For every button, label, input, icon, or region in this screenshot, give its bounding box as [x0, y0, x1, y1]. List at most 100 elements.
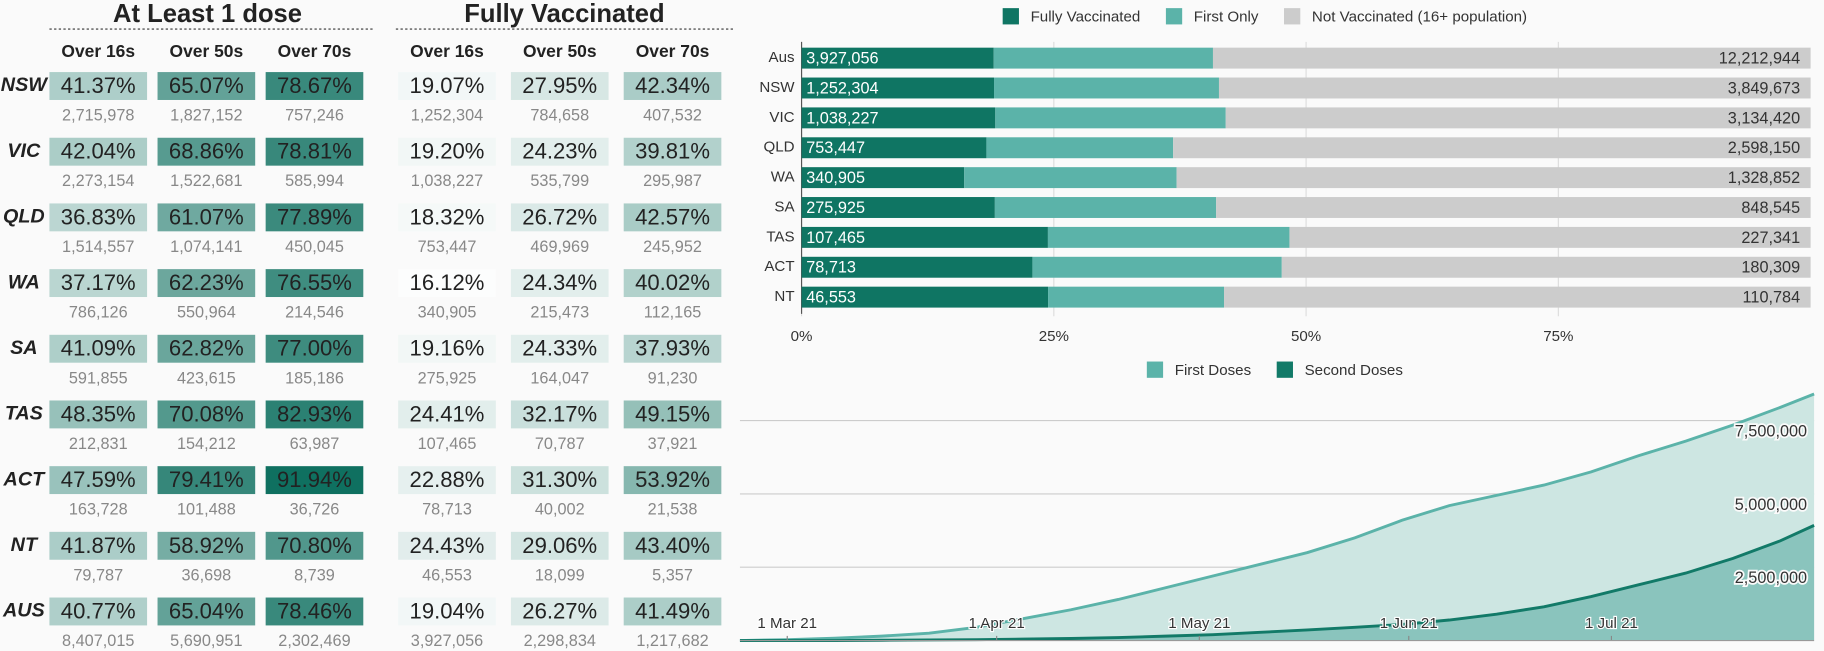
y-tick-label: 5,000,000: [1735, 496, 1807, 514]
cell-percent: 29.06%: [522, 533, 597, 558]
cell-percent: 41.09%: [61, 336, 136, 361]
state-label: TAS: [5, 403, 43, 425]
bar-segment: [801, 226, 1048, 248]
cell-percent: 37.17%: [61, 270, 136, 295]
cell-count: 2,298,834: [524, 632, 596, 650]
cell-count: 2,273,154: [62, 172, 134, 190]
cell-bg: [623, 72, 722, 100]
bar-label: 753,447: [806, 139, 865, 157]
cell-count: 40,002: [535, 501, 585, 519]
y-tick-label: TAS: [766, 228, 794, 245]
cell-bg: [265, 137, 364, 166]
bar-label: 2,598,150: [1728, 139, 1800, 157]
x-tick-label: 1 Jul 21: [1585, 615, 1638, 632]
bar-segment: [1224, 286, 1811, 308]
bar-segment: [801, 197, 995, 218]
group-title: At Least 1 dose: [113, 0, 302, 28]
cell-percent: 82.93%: [277, 401, 352, 426]
legend-label: Fully Vaccinated: [1031, 8, 1141, 25]
cell-count: 784,658: [530, 107, 589, 125]
cell-count: 214,546: [285, 304, 344, 322]
cell-bg: [265, 531, 364, 560]
cell-percent: 62.82%: [169, 336, 244, 361]
cell-bg: [398, 597, 496, 626]
bar-segment: [1289, 226, 1811, 248]
cell-count: 757,246: [285, 107, 344, 125]
cell-bg: [157, 72, 256, 100]
cell-count: 107,465: [418, 435, 477, 453]
cell-bg: [265, 466, 364, 495]
cell-count: 215,473: [530, 304, 589, 322]
cell-percent: 24.43%: [410, 533, 485, 558]
cell-bg: [49, 466, 148, 495]
cell-percent: 39.81%: [635, 139, 710, 164]
cell-bg: [398, 203, 496, 232]
bar-label: 1,038,227: [806, 109, 878, 127]
bar-segment: [801, 107, 996, 129]
cell-count: 2,302,469: [278, 632, 350, 650]
cell-bg: [510, 531, 609, 560]
cell-bg: [157, 203, 256, 232]
column-header: Over 16s: [61, 41, 135, 61]
state-label: WA: [8, 271, 40, 293]
legend-label: Not Vaccinated (16+ population): [1312, 8, 1527, 25]
cell-bg: [265, 400, 364, 429]
column-header: Over 70s: [278, 41, 352, 61]
cell-percent: 58.92%: [169, 533, 244, 558]
cell-count: 1,522,681: [170, 172, 242, 190]
bar-label: 1,252,304: [806, 79, 878, 97]
cell-count: 78,713: [422, 501, 472, 519]
cell-bg: [623, 203, 722, 232]
cell-percent: 22.88%: [410, 467, 485, 492]
cell-bg: [157, 137, 256, 166]
bar-segment: [801, 137, 987, 159]
cell-percent: 78.81%: [277, 139, 352, 164]
x-tick-label: 1 May 21: [1168, 615, 1230, 632]
cell-count: 63,987: [290, 435, 340, 453]
legend-swatch: [1165, 8, 1183, 25]
cell-bg: [510, 466, 609, 495]
cell-percent: 26.72%: [522, 204, 597, 229]
cell-count: 185,186: [285, 369, 344, 387]
cell-count: 585,994: [285, 172, 344, 190]
cell-percent: 26.27%: [522, 598, 597, 623]
cell-bg: [49, 137, 148, 166]
cell-bg: [157, 531, 256, 560]
bar-segment: [1281, 256, 1811, 278]
cell-bg: [49, 203, 148, 232]
cell-count: 3,927,056: [411, 632, 483, 650]
cell-bg: [398, 137, 496, 166]
bar-segment: [995, 107, 1226, 129]
cell-percent: 42.04%: [61, 139, 136, 164]
area-fill: [739, 393, 1815, 641]
cell-percent: 24.33%: [522, 336, 597, 361]
cell-count: 340,905: [418, 304, 477, 322]
legend-label: First Only: [1194, 8, 1259, 25]
cell-percent: 65.07%: [169, 73, 244, 98]
cell-count: 164,047: [530, 369, 589, 387]
bar-segment: [964, 167, 1177, 189]
cell-count: 753,447: [418, 238, 477, 256]
x-tick-label: 0%: [791, 328, 813, 345]
cell-bg: [157, 269, 256, 298]
y-tick-label: SA: [774, 198, 795, 215]
state-label: NSW: [1, 74, 49, 96]
x-tick-label: 25%: [1039, 328, 1069, 345]
bar-label: 275,925: [806, 199, 865, 217]
cell-percent: 19.20%: [410, 139, 485, 164]
state-label: NT: [11, 534, 39, 556]
bar-segment: [801, 47, 994, 69]
bar-label: 78,713: [806, 259, 856, 277]
cell-count: 21,538: [648, 501, 698, 519]
bar-segment: [801, 77, 995, 99]
cell-percent: 61.07%: [169, 204, 244, 229]
cell-percent: 19.04%: [410, 598, 485, 623]
bar-label: 110,784: [1743, 289, 1801, 307]
cell-percent: 49.15%: [635, 401, 710, 426]
column-header: Over 50s: [523, 41, 597, 61]
column-header: Over 50s: [170, 41, 244, 61]
cell-bg: [398, 531, 496, 560]
cell-bg: [265, 597, 364, 626]
y-tick-label: 7,500,000: [1735, 423, 1807, 441]
cell-percent: 47.59%: [61, 467, 136, 492]
